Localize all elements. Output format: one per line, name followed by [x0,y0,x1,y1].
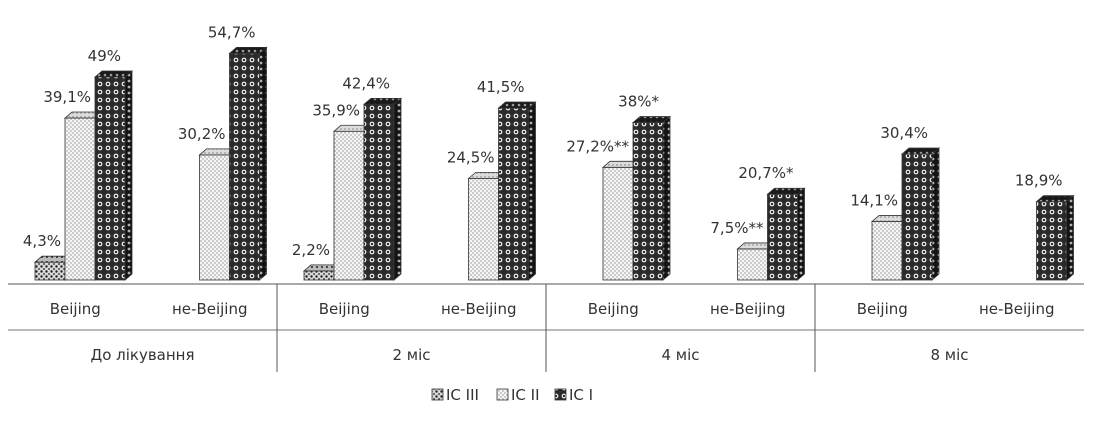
category-label: Beijing [319,300,370,318]
legend-swatch [554,388,567,401]
bars-layer [33,46,1075,281]
legend-item-ic3: IC III [431,386,479,404]
category-label: Beijing [588,300,639,318]
value-label: 18,9% [1015,172,1063,190]
bar-ic1 [93,70,134,281]
value-label: 54,7% [208,23,256,41]
value-label: 4,3% [23,232,61,250]
group-label: 2 міс [392,346,430,364]
bar-ic1 [631,115,672,281]
value-label: 20,7%* [738,164,794,182]
value-label: 35,9% [312,101,360,119]
legend-label: IC III [446,386,479,404]
value-label: 30,4% [880,124,928,142]
category-label: Beijing [857,300,908,318]
value-label: 27,2%** [566,137,629,155]
bar-ic1 [900,147,941,281]
category-label: не-Beijing [710,300,786,318]
bar-ic1 [497,101,537,281]
category-axis: Beijing не-Beijing До лікування Beijing не-B… [8,283,1084,372]
legend-label: IC I [569,386,593,404]
category-label: не-Beijing [172,300,248,318]
value-label: 30,2% [178,125,226,143]
category-label: не-Beijing [979,300,1055,318]
bar-ic1 [766,187,806,281]
category-label: Beijing [50,300,101,318]
legend-swatch [496,388,509,401]
group-label: 4 міс [661,346,699,364]
legend: IC III IC II IC I [431,386,593,404]
legend-item-ic2: IC II [496,386,540,404]
value-label: 38%* [618,93,659,111]
value-label: 49% [88,47,121,65]
value-label: 7,5%** [710,219,764,237]
bar-ic1 [228,46,268,281]
category-label: не-Beijing [441,300,517,318]
value-labels-layer: 4,3% 39,1% 49% 30,2% 54,7% 2,2% 35,9% 42,4% 24,5… [23,23,1063,259]
bar-ic1 [1035,194,1075,281]
legend-swatch [431,388,444,401]
bar-ic2 [332,124,373,281]
value-label: 39,1% [43,88,91,106]
value-label: 41,5% [477,78,525,96]
value-label: 2,2% [292,241,330,259]
value-label: 14,1% [850,192,898,210]
group-label: 8 міс [930,346,968,364]
group-label: До лікування [90,346,194,364]
bar-ic1 [362,97,403,281]
legend-item-ic1: IC I [554,386,593,404]
value-label: 24,5% [447,149,495,167]
legend-label: IC II [511,386,540,404]
value-label: 42,4% [342,74,390,92]
